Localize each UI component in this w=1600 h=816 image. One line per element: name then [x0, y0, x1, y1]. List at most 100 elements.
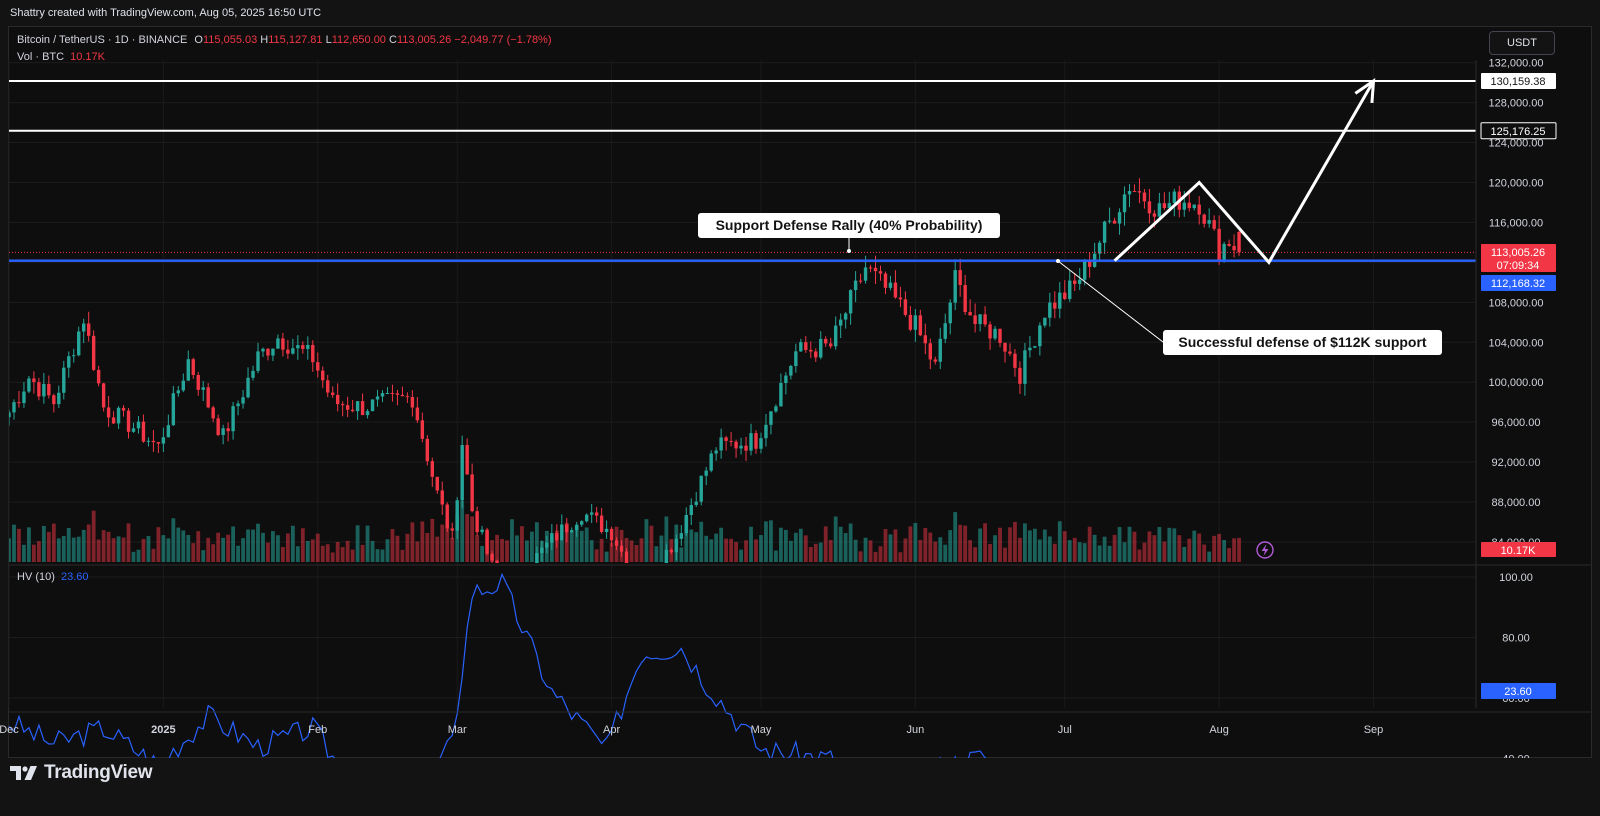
- change-value: −2,049.77 (−1.78%): [454, 34, 552, 46]
- volume-bar: [191, 543, 196, 562]
- volume-bar: [1042, 529, 1047, 562]
- candle-body: [445, 504, 449, 529]
- candle-body: [1008, 351, 1012, 354]
- volume-bar: [1172, 528, 1177, 562]
- candle-body: [27, 378, 31, 392]
- candle-body: [660, 569, 663, 574]
- volume-bar: [1167, 527, 1172, 562]
- candle-body: [535, 553, 539, 563]
- volume-bar: [684, 517, 689, 562]
- chart-frame[interactable]: [8, 26, 1592, 758]
- volume-bar: [739, 549, 743, 562]
- volume-bar: [325, 544, 330, 562]
- volume-bar: [61, 535, 66, 562]
- projection-path: [1113, 80, 1375, 265]
- volume-bar: [893, 529, 898, 562]
- volume-bar: [828, 539, 833, 562]
- volume-bar: [1062, 531, 1067, 562]
- volume-bar: [290, 525, 295, 562]
- volume-bar: [1182, 546, 1187, 562]
- candle-body: [898, 297, 903, 300]
- volume-bar: [808, 546, 813, 562]
- candle-body: [565, 524, 569, 533]
- time-tick-label: Apr: [603, 724, 620, 736]
- volume-tag: 10.17K: [1481, 542, 1556, 557]
- candle-body: [754, 433, 758, 449]
- candle-body: [734, 441, 738, 449]
- candle-body: [360, 401, 365, 416]
- candle-body: [151, 440, 156, 443]
- volume-bar: [161, 535, 166, 562]
- candle-body: [1097, 242, 1102, 254]
- volume-bar: [256, 523, 260, 562]
- hv-tag-text: 23.60: [1504, 686, 1532, 698]
- candle-body: [77, 331, 81, 356]
- open-label: O: [194, 34, 203, 46]
- volume-bar: [774, 550, 778, 562]
- candle-body: [888, 282, 893, 288]
- candle-body: [335, 394, 340, 405]
- candle-body: [630, 569, 633, 573]
- volume-bar: [1117, 527, 1122, 562]
- candle-body: [211, 407, 215, 419]
- hv-label: HV (10): [17, 571, 55, 583]
- volume-bar: [679, 547, 684, 562]
- candle-body: [650, 577, 653, 581]
- candle-body: [883, 273, 888, 288]
- candle-body: [1202, 214, 1206, 224]
- volume-bar: [559, 540, 564, 562]
- candle-body: [17, 402, 21, 404]
- tradingview-logo[interactable]: TradingView: [10, 762, 153, 784]
- candle-body: [201, 387, 205, 390]
- candle-body: [86, 323, 91, 336]
- candle-body: [460, 445, 464, 501]
- candle-body: [530, 569, 533, 577]
- candle-body: [560, 524, 564, 541]
- volume-bar: [1037, 539, 1042, 562]
- candle-body: [22, 391, 26, 404]
- candle-body: [311, 344, 315, 363]
- support-tag-bg: [1481, 275, 1556, 291]
- candle-body: [1102, 221, 1107, 243]
- candle-body: [286, 349, 290, 354]
- candle-body: [575, 524, 579, 531]
- candle-body: [694, 501, 698, 505]
- volume-bar: [450, 537, 455, 562]
- volume-bar: [1102, 536, 1107, 562]
- price-tick-label: 104,000.00: [1488, 337, 1543, 349]
- volume-bar: [818, 542, 823, 562]
- volume-bar: [66, 527, 71, 562]
- volume-bar: [813, 543, 818, 562]
- candle-body: [136, 421, 141, 429]
- volume-bar: [1232, 538, 1236, 562]
- candle-body: [1152, 213, 1157, 217]
- volume-bar: [1097, 545, 1102, 562]
- volume-tag-text: 10.17K: [1501, 545, 1537, 557]
- volume-bar: [480, 545, 484, 562]
- time-tick-label: Feb: [308, 724, 327, 736]
- volume-bar: [32, 544, 36, 562]
- price-tick-label: 128,000.00: [1488, 98, 1543, 110]
- volume-bar: [1202, 544, 1207, 562]
- candle-body: [589, 512, 594, 515]
- volume-bar: [216, 532, 221, 562]
- candle-body: [878, 271, 883, 274]
- candle-body: [306, 344, 310, 349]
- volume-bar: [978, 528, 982, 562]
- lightning-icon-bolt: [1261, 544, 1269, 556]
- volume-bar: [281, 547, 285, 562]
- volume-bar: [659, 535, 664, 562]
- volume-bar: [1112, 534, 1117, 562]
- volume-bar: [694, 532, 699, 562]
- volume-bar: [76, 536, 81, 562]
- currency-button[interactable]: USDT: [1489, 31, 1555, 55]
- projection-arrowhead: [1354, 78, 1376, 104]
- candle-body: [485, 529, 489, 554]
- candle-body: [993, 328, 997, 339]
- footer-bar: [0, 758, 1600, 816]
- volume-bar: [1177, 535, 1182, 562]
- volume-bar: [963, 525, 968, 562]
- volume-bar: [639, 538, 644, 562]
- volume-bar: [131, 551, 136, 562]
